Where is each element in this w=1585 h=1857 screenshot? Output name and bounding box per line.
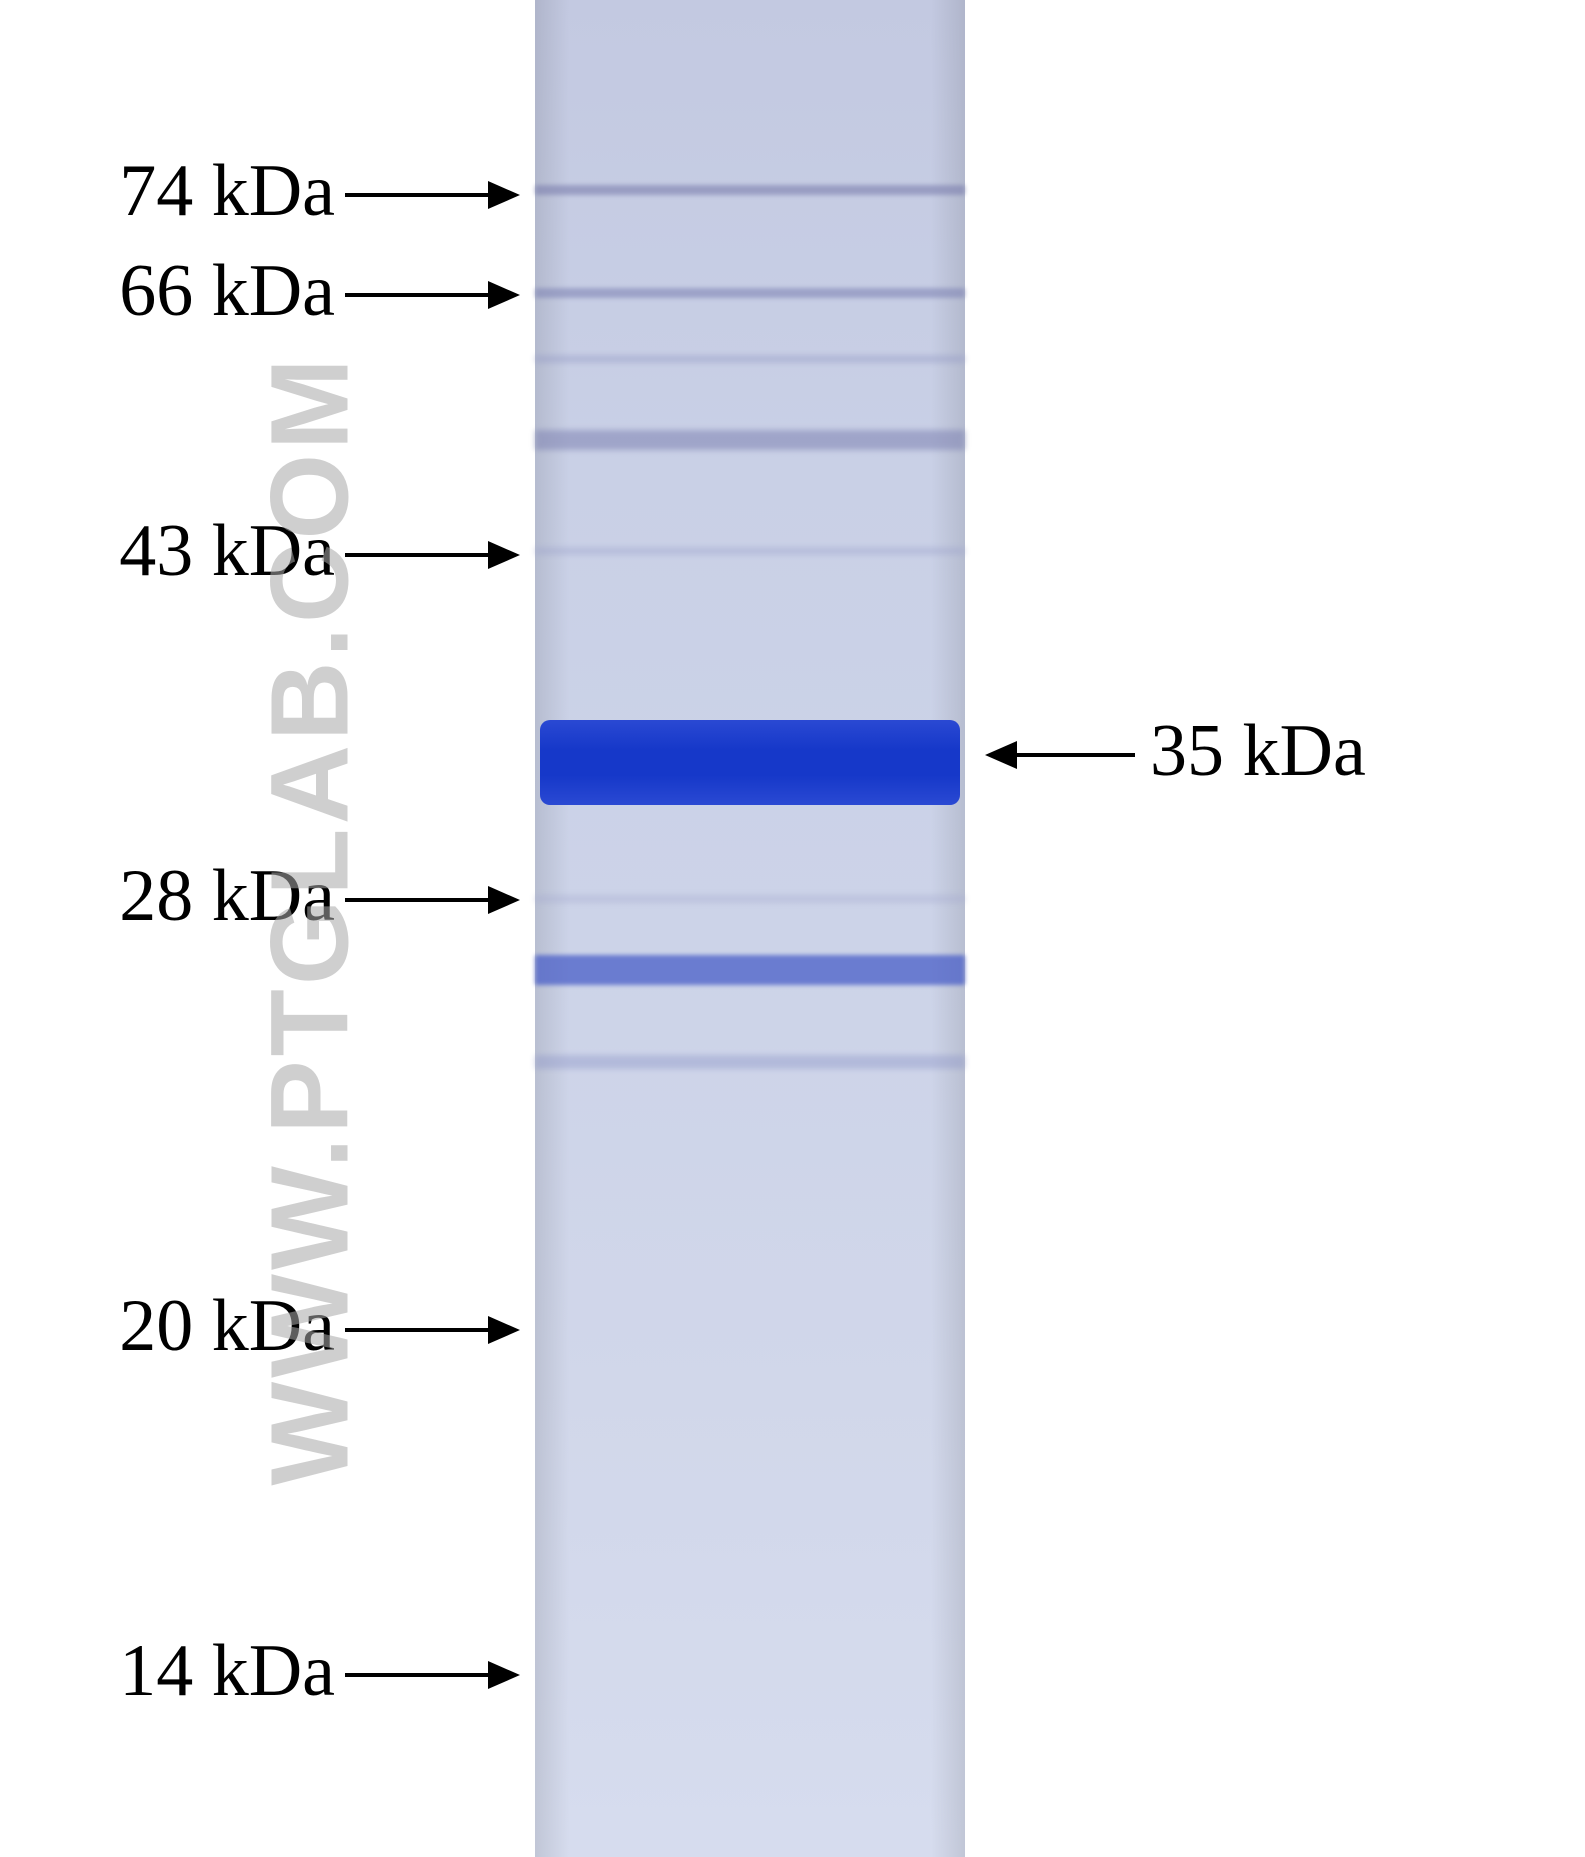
band-66	[535, 288, 965, 298]
band-faint-50	[535, 430, 965, 450]
marker-14-arrow-head	[488, 1661, 520, 1689]
band-sub28	[535, 955, 965, 985]
marker-35-label: 35 kDa	[1150, 709, 1366, 794]
lane-background	[535, 0, 965, 1857]
band-35-main	[540, 720, 960, 805]
band-28	[535, 895, 965, 903]
marker-66-label: 66 kDa	[119, 249, 335, 334]
marker-74-arrow-head	[488, 181, 520, 209]
band-faint-58	[535, 355, 965, 363]
marker-20-label: 20 kDa	[119, 1284, 335, 1369]
marker-66-arrow-line	[345, 293, 488, 297]
marker-20-arrow-line	[345, 1328, 488, 1332]
marker-35-arrow-line	[1017, 753, 1135, 757]
marker-43-label: 43 kDa	[119, 509, 335, 594]
band-74	[535, 185, 965, 195]
gel-lane	[535, 0, 965, 1857]
band-43	[535, 547, 965, 555]
marker-66-arrow-head	[488, 281, 520, 309]
marker-74-label: 74 kDa	[119, 149, 335, 234]
marker-74-arrow-line	[345, 193, 488, 197]
marker-14-label: 14 kDa	[119, 1629, 335, 1714]
marker-43-arrow-head	[488, 541, 520, 569]
marker-14-arrow-line	[345, 1673, 488, 1677]
marker-20-arrow-head	[488, 1316, 520, 1344]
marker-28-arrow-head	[488, 886, 520, 914]
gel-figure: 74 kDa 66 kDa 43 kDa 28 kDa 20 kDa 14 kDa 35 …	[0, 0, 1585, 1857]
band-faint-25	[535, 1055, 965, 1069]
marker-35-arrow-head	[985, 741, 1017, 769]
marker-28-arrow-line	[345, 898, 488, 902]
marker-43-arrow-line	[345, 553, 488, 557]
marker-28-label: 28 kDa	[119, 854, 335, 939]
